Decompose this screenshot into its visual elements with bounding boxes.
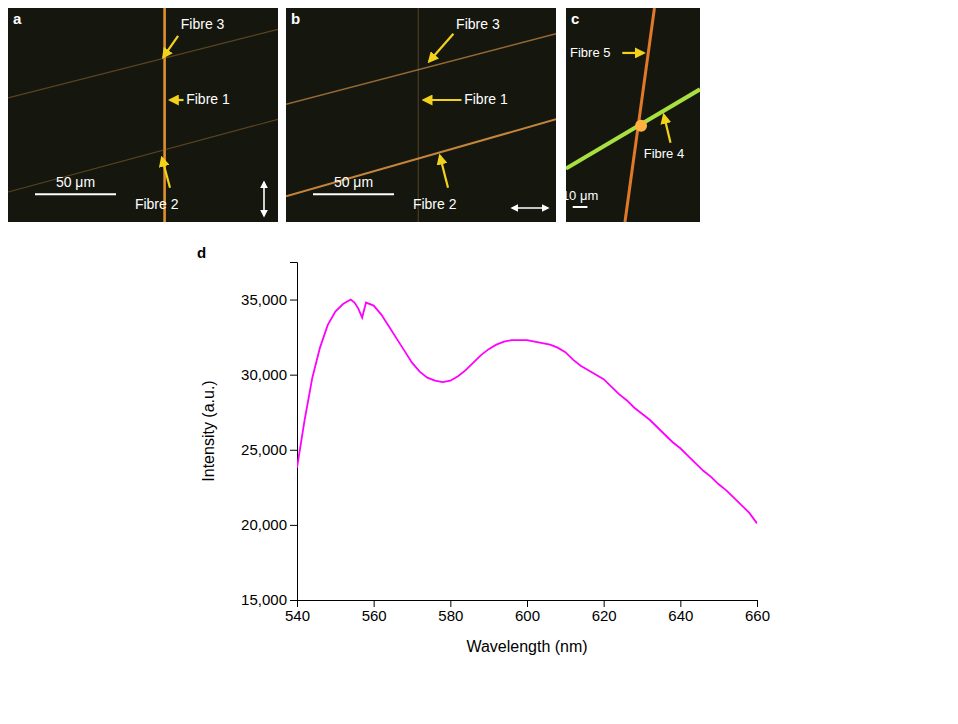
- x-tick: 560: [362, 600, 387, 624]
- fibre: [566, 89, 700, 168]
- label-arrow: [162, 158, 170, 188]
- x-axis-title: Wavelength (nm): [466, 638, 587, 655]
- tick-mark: [290, 525, 297, 526]
- scale-bar: [35, 193, 116, 195]
- tick-label: 20,000: [241, 516, 287, 533]
- fibre-label: Fibre 1: [186, 91, 230, 107]
- label-arrow: [424, 99, 462, 101]
- y-tick: 30,000: [241, 366, 297, 383]
- scale-bar-label: 50 μm: [56, 174, 95, 190]
- image-background: [286, 8, 556, 222]
- tick-mark: [290, 600, 297, 601]
- polarisation-arrow: [263, 182, 265, 216]
- fibre: [163, 8, 166, 222]
- fibre-label: Fibre 2: [135, 196, 179, 212]
- x-axis: 540 560 580 600 620 640 660: [285, 600, 770, 624]
- label-arrow: [429, 34, 453, 62]
- polarisation-arrow: [512, 207, 548, 209]
- scale-bar: [573, 206, 588, 208]
- tick-label: 560: [362, 607, 387, 624]
- tick-label: 580: [438, 607, 463, 624]
- label-arrow: [163, 36, 178, 57]
- figure: a Fibre 3 Fibre 1 Fibre 2 50 μm b Fibre 3 Fibre…: [0, 0, 958, 724]
- tick-label: 600: [515, 607, 540, 624]
- plot-area: [297, 300, 757, 524]
- fibre-label: Fibre 2: [413, 196, 457, 212]
- fibre-label: Fibre 1: [464, 91, 508, 107]
- x-tick: 600: [515, 600, 540, 624]
- tick-label: 660: [745, 607, 770, 624]
- tick-label: 620: [592, 607, 617, 624]
- fibre-label: Fibre 3: [181, 16, 225, 32]
- fibre: [8, 119, 278, 192]
- label-arrow: [664, 115, 671, 143]
- y-tick: 35,000: [241, 291, 297, 308]
- tick-mark: [290, 300, 297, 301]
- x-tick: 640: [668, 600, 693, 624]
- micrograph-panel: c Fibre 5 Fibre 4 10 μm: [562, 8, 700, 222]
- fibre-label: Fibre 3: [456, 16, 500, 32]
- tick-label: 30,000: [241, 366, 287, 383]
- fibre: [286, 34, 556, 105]
- panel-letter: a: [13, 10, 22, 27]
- label-arrow: [622, 52, 643, 54]
- image-background: [8, 8, 278, 222]
- tick-label: 15,000: [241, 591, 287, 608]
- fibre: [418, 8, 419, 222]
- fibre: [286, 119, 556, 196]
- crossing-spot: [635, 120, 647, 132]
- tick-label: 35,000: [241, 291, 287, 308]
- fibre: [625, 8, 654, 222]
- x-tick: 580: [438, 600, 463, 624]
- x-tick: 620: [592, 600, 617, 624]
- fibre-label: Fibre 4: [644, 146, 684, 161]
- fibre: [8, 29, 278, 97]
- tick-mark: [290, 450, 297, 451]
- panel-letter: b: [291, 10, 300, 27]
- scale-bar-label: 10 μm: [562, 188, 598, 203]
- x-tick: 660: [745, 600, 770, 624]
- tick-label: 540: [285, 607, 310, 624]
- tick-mark: [290, 375, 297, 376]
- micrograph-panel: b Fibre 3 Fibre 1 Fibre 2 50 μm: [286, 8, 556, 222]
- tick-label: 25,000: [241, 441, 287, 458]
- label-arrow: [440, 156, 448, 188]
- fibre-label: Fibre 5: [570, 45, 610, 60]
- label-arrow: [170, 99, 184, 101]
- y-tick: 20,000: [241, 516, 297, 533]
- scale-bar: [313, 193, 394, 195]
- scale-bar-label: 50 μm: [334, 174, 373, 190]
- panel-letter: d: [197, 244, 206, 261]
- y-tick: 25,000: [241, 441, 297, 458]
- panel-letter: c: [571, 10, 579, 27]
- tick-label: 640: [668, 607, 693, 624]
- spectrum-line: [297, 300, 757, 524]
- x-tick: 540: [285, 600, 310, 624]
- y-axis-title: Intensity (a.u.): [200, 380, 217, 481]
- micrograph-panel: a Fibre 3 Fibre 1 Fibre 2 50 μm: [8, 8, 278, 222]
- y-axis: 15,000 20,000 25,000 30,000 35,000: [241, 263, 297, 609]
- axis-line: [290, 263, 298, 601]
